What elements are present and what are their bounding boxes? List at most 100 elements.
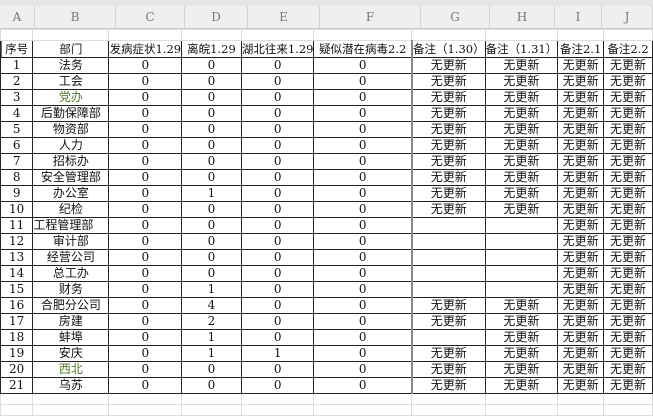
empty-cell[interactable] xyxy=(181,29,242,41)
cell[interactable]: 无更新 xyxy=(603,137,653,154)
cell[interactable]: 0 xyxy=(108,201,183,218)
cell[interactable]: 无更新 xyxy=(410,73,486,90)
department-cell[interactable]: 人力 xyxy=(32,137,110,154)
cell[interactable]: 0 xyxy=(240,217,315,234)
cell[interactable]: 无更新 xyxy=(484,201,559,218)
cell[interactable]: 无更新 xyxy=(603,105,653,122)
department-cell[interactable]: 招标办 xyxy=(32,153,110,170)
cell[interactable]: 0 xyxy=(240,169,315,186)
cell[interactable]: 2 xyxy=(181,313,242,330)
column-header-G[interactable]: G xyxy=(421,6,490,28)
cell[interactable]: 10 xyxy=(0,201,34,218)
cell[interactable]: 无更新 xyxy=(484,313,559,330)
cell[interactable]: 无更新 xyxy=(557,313,605,330)
cell[interactable]: 无更新 xyxy=(410,105,486,122)
empty-cell[interactable] xyxy=(557,404,605,416)
cell[interactable]: 14 xyxy=(0,265,34,282)
department-cell[interactable]: 物资部 xyxy=(32,121,110,138)
cell[interactable]: 1 xyxy=(0,57,34,74)
cell[interactable]: 0 xyxy=(313,201,413,218)
cell[interactable]: 无更新 xyxy=(410,361,486,378)
cell[interactable]: 0 xyxy=(181,105,242,122)
cell[interactable]: 无更新 xyxy=(484,377,559,394)
cell[interactable]: 无更新 xyxy=(410,345,486,362)
cell[interactable]: 无更新 xyxy=(603,57,653,74)
cell[interactable]: 无更新 xyxy=(603,169,653,186)
empty-cell[interactable] xyxy=(240,29,315,41)
cell[interactable]: 0 xyxy=(240,249,315,266)
cell[interactable]: 无更新 xyxy=(603,153,653,170)
cell[interactable]: 无更新 xyxy=(603,329,653,346)
cell[interactable]: 0 xyxy=(313,313,413,330)
cell[interactable]: 1 xyxy=(181,329,242,346)
cell[interactable]: 4 xyxy=(181,297,242,314)
cell[interactable] xyxy=(484,281,559,298)
department-cell[interactable]: 经营公司 xyxy=(32,249,110,266)
header-cell[interactable]: 序号 xyxy=(0,40,34,58)
header-cell[interactable]: 备注（1.30） xyxy=(410,40,486,58)
cell[interactable]: 0 xyxy=(313,249,413,266)
column-header-E[interactable]: E xyxy=(248,6,320,28)
cell[interactable]: 20 xyxy=(0,361,34,378)
cell[interactable]: 0 xyxy=(240,121,315,138)
cell[interactable]: 0 xyxy=(181,217,242,234)
cell[interactable] xyxy=(484,233,559,250)
cell[interactable]: 无更新 xyxy=(603,89,653,106)
department-cell[interactable]: 工会 xyxy=(32,73,110,90)
cell[interactable]: 12 xyxy=(0,233,34,250)
cell[interactable] xyxy=(410,265,486,282)
cell[interactable]: 0 xyxy=(108,265,183,282)
cell[interactable]: 0 xyxy=(313,121,413,138)
empty-cell[interactable] xyxy=(484,29,559,41)
cell[interactable]: 0 xyxy=(108,313,183,330)
cell[interactable]: 无更新 xyxy=(410,57,486,74)
cell[interactable]: 无更新 xyxy=(603,361,653,378)
cell[interactable]: 0 xyxy=(108,89,183,106)
cell[interactable]: 0 xyxy=(313,105,413,122)
department-cell[interactable]: 后勤保障部 xyxy=(32,105,110,122)
cell[interactable]: 0 xyxy=(313,345,413,362)
cell[interactable]: 0 xyxy=(313,89,413,106)
cell[interactable]: 无更新 xyxy=(484,137,559,154)
cell[interactable]: 0 xyxy=(108,345,183,362)
cell[interactable]: 无更新 xyxy=(603,121,653,138)
cell[interactable]: 9 xyxy=(0,185,34,202)
cell[interactable]: 0 xyxy=(181,201,242,218)
department-cell[interactable]: 办公室 xyxy=(32,185,110,202)
cell[interactable]: 0 xyxy=(240,185,315,202)
cell[interactable]: 2 xyxy=(0,73,34,90)
cell[interactable]: 无更新 xyxy=(410,313,486,330)
department-cell[interactable]: 党办 xyxy=(32,89,110,106)
cell[interactable]: 0 xyxy=(240,105,315,122)
cell[interactable]: 无更新 xyxy=(603,345,653,362)
cell[interactable]: 无更新 xyxy=(557,265,605,282)
cell[interactable]: 0 xyxy=(108,361,183,378)
cell[interactable]: 无更新 xyxy=(484,297,559,314)
cell[interactable]: 无更新 xyxy=(410,201,486,218)
cell[interactable]: 0 xyxy=(108,329,183,346)
cell[interactable]: 0 xyxy=(313,57,413,74)
cell[interactable]: 无更新 xyxy=(557,217,605,234)
cell[interactable]: 无更新 xyxy=(557,137,605,154)
cell[interactable]: 无更新 xyxy=(484,89,559,106)
cell[interactable]: 无更新 xyxy=(484,345,559,362)
cell[interactable]: 0 xyxy=(181,57,242,74)
cell[interactable]: 0 xyxy=(181,89,242,106)
cell[interactable]: 无更新 xyxy=(484,57,559,74)
cell[interactable]: 0 xyxy=(313,297,413,314)
cell[interactable]: 0 xyxy=(108,281,183,298)
cell[interactable]: 0 xyxy=(108,185,183,202)
cell[interactable]: 无更新 xyxy=(484,121,559,138)
cell[interactable]: 0 xyxy=(108,73,183,90)
column-header-A[interactable]: A xyxy=(0,6,35,28)
cell[interactable]: 无更新 xyxy=(557,89,605,106)
cell[interactable]: 0 xyxy=(108,169,183,186)
cell[interactable]: 无更新 xyxy=(410,121,486,138)
cell[interactable]: 无更新 xyxy=(410,153,486,170)
department-cell[interactable]: 乌苏 xyxy=(32,377,110,394)
header-cell[interactable]: 部门 xyxy=(32,40,110,58)
department-cell[interactable]: 合肥分公司 xyxy=(32,297,110,314)
cell[interactable] xyxy=(484,217,559,234)
empty-cell[interactable] xyxy=(240,404,315,416)
cell[interactable]: 15 xyxy=(0,281,34,298)
